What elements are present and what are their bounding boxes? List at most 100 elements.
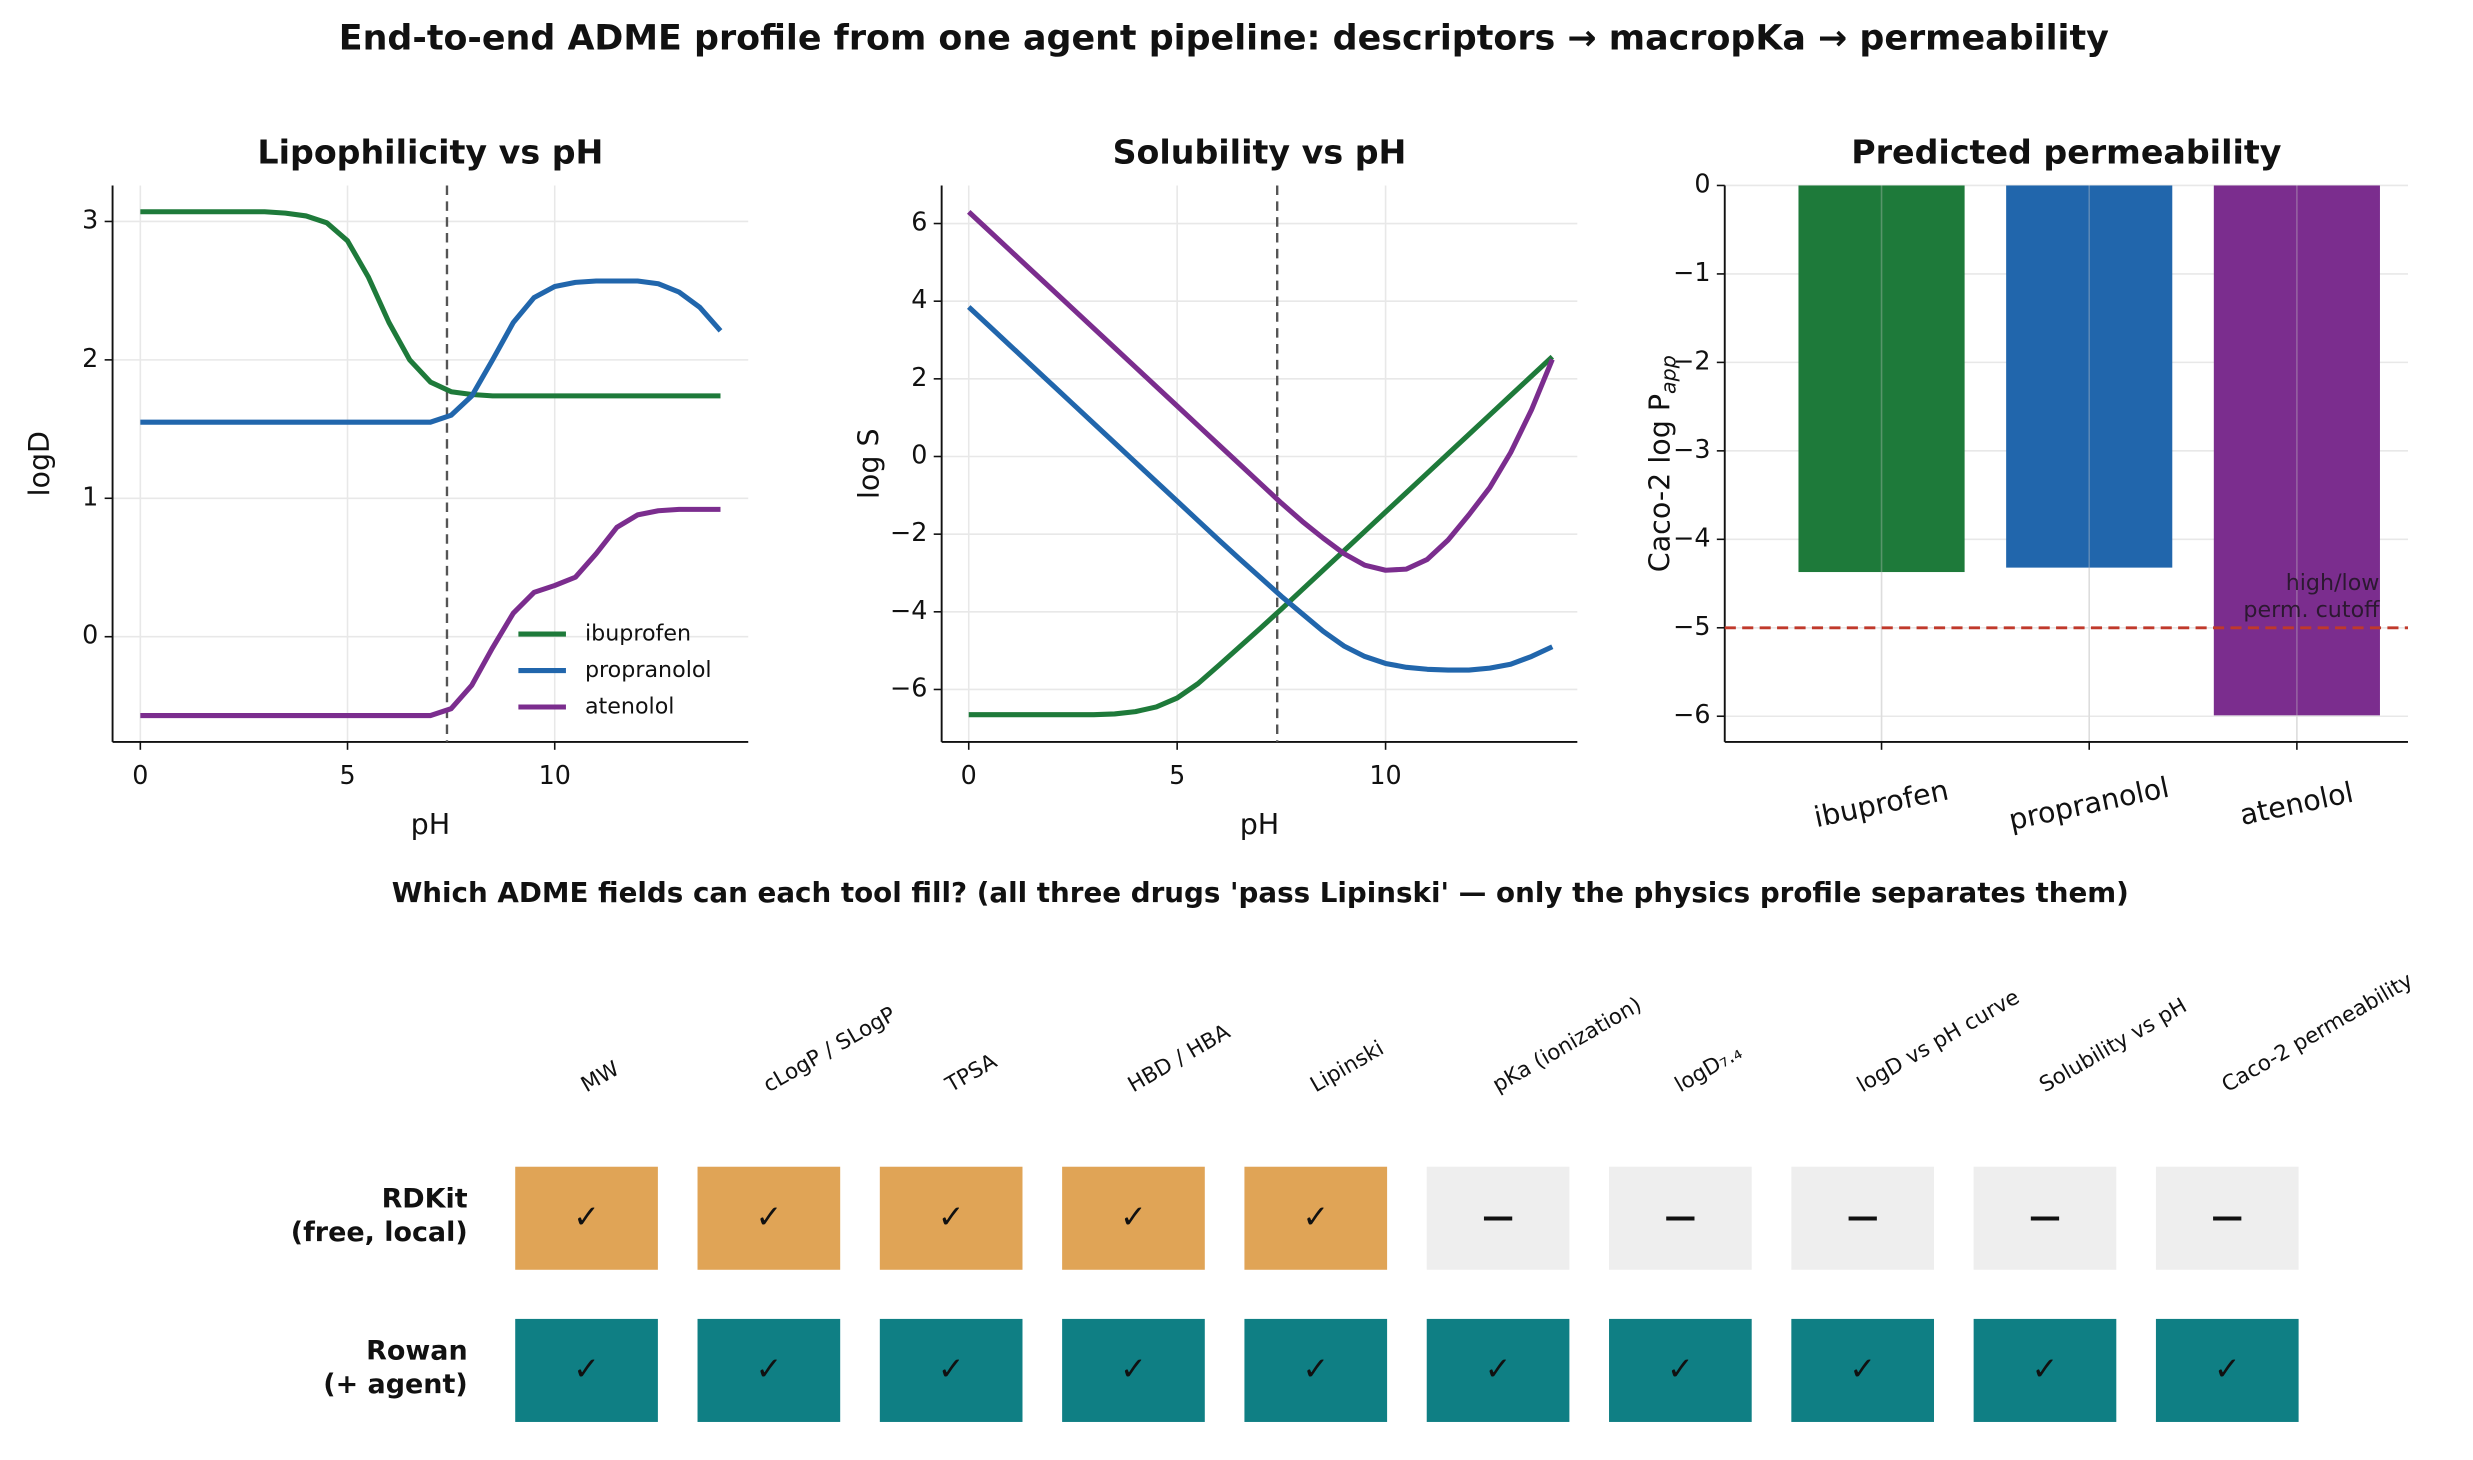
legend-label: atenolol xyxy=(585,694,675,720)
y-tick-label: −2 xyxy=(1673,345,1710,375)
x-tick-label: 0 xyxy=(132,760,148,790)
y-tick-label: −4 xyxy=(890,595,927,625)
x-axis-label: pH xyxy=(411,808,451,841)
column-label: HBD / HBA xyxy=(1124,1019,1235,1098)
table-cell xyxy=(1426,1166,1570,1270)
data-line xyxy=(967,210,1555,573)
y-tick-label: −3 xyxy=(1673,434,1710,464)
y-tick-label: 2 xyxy=(82,343,98,373)
y-axis-label: log S xyxy=(852,428,885,499)
bar xyxy=(1798,185,1965,573)
bar xyxy=(2006,185,2173,568)
x-tick-label: 5 xyxy=(1169,760,1185,790)
y-tick-label: 4 xyxy=(911,284,927,314)
table-cell xyxy=(1062,1318,1205,1422)
cell-symbol: ✓ xyxy=(573,1199,600,1235)
column-label: cLogP / SLogP xyxy=(759,1002,900,1098)
chart-title: Predicted permeability xyxy=(1851,132,2282,171)
chart-title: Solubility vs pH xyxy=(1113,132,1407,171)
cell-symbol: ✓ xyxy=(2214,1351,2241,1387)
cell-symbol: ✓ xyxy=(1667,1351,1694,1387)
table-cell xyxy=(1609,1166,1752,1270)
annotation: high/low xyxy=(2286,570,2380,596)
cell-symbol: — xyxy=(1847,1199,1879,1235)
data-line xyxy=(968,354,1555,718)
x-tick-label: ibuprofen xyxy=(1811,774,1951,835)
y-tick-label: 0 xyxy=(911,439,927,469)
table-cell xyxy=(1426,1318,1570,1422)
table-cell xyxy=(1973,1166,2117,1270)
cell-symbol: ✓ xyxy=(938,1351,965,1387)
table-cell xyxy=(515,1318,658,1422)
y-tick-label: −6 xyxy=(890,672,927,702)
x-axis-label: pH xyxy=(1240,808,1280,841)
y-tick-label: 1 xyxy=(82,481,98,511)
figure-title: End-to-end ADME profile from one agent p… xyxy=(339,19,2109,59)
legend-label: ibuprofen xyxy=(585,621,691,647)
cell-symbol: ✓ xyxy=(938,1199,965,1235)
cell-symbol: ✓ xyxy=(1302,1199,1329,1235)
table-cell xyxy=(1062,1166,1205,1270)
x-tick-label: 10 xyxy=(1369,760,1401,790)
column-label: TPSA xyxy=(941,1049,1002,1099)
table-cell xyxy=(2155,1166,2299,1270)
table-cell xyxy=(1791,1318,1935,1422)
row-label: Rowan xyxy=(366,1336,467,1367)
table-cell xyxy=(879,1318,1023,1422)
cell-symbol: — xyxy=(2029,1199,2061,1235)
x-tick-label: 5 xyxy=(339,760,355,790)
y-tick-label: −5 xyxy=(1673,611,1710,641)
cell-symbol: — xyxy=(1482,1199,1514,1235)
y-tick-label: 0 xyxy=(1694,168,1710,198)
y-axis-label: logD xyxy=(23,431,56,496)
column-label: Solubility vs pH xyxy=(2035,993,2191,1097)
cell-symbol: ✓ xyxy=(756,1351,783,1387)
cell-symbol: ✓ xyxy=(573,1351,600,1387)
row-label: RDKit xyxy=(382,1184,468,1215)
column-label: MW xyxy=(577,1056,624,1097)
cell-symbol: ✓ xyxy=(756,1199,783,1235)
annotation: perm. cutoff xyxy=(2243,597,2380,623)
x-tick-label: 10 xyxy=(539,760,571,790)
y-tick-label: 0 xyxy=(82,620,98,650)
table-cell xyxy=(1244,1166,1388,1270)
x-tick-label: 0 xyxy=(961,760,977,790)
chart-title: Lipophilicity vs pH xyxy=(257,132,603,171)
table-title: Which ADME fields can each tool fill? (a… xyxy=(392,876,2129,909)
legend-label: propranolol xyxy=(585,657,712,683)
y-tick-label: 6 xyxy=(911,207,927,237)
table-cell xyxy=(2155,1318,2299,1422)
y-tick-label: −2 xyxy=(890,517,927,547)
column-label: Caco-2 permeability xyxy=(2218,968,2418,1098)
y-tick-label: −6 xyxy=(1673,699,1710,729)
cell-symbol: ✓ xyxy=(1485,1351,1512,1387)
y-tick-label: 2 xyxy=(911,362,927,392)
table-cell xyxy=(1244,1318,1388,1422)
cell-symbol: — xyxy=(2211,1199,2243,1235)
y-tick-label: −1 xyxy=(1673,257,1710,287)
row-label: (free, local) xyxy=(291,1217,468,1248)
x-tick-label: atenolol xyxy=(2237,776,2356,832)
table-cell xyxy=(1973,1318,2117,1422)
y-tick-label: 3 xyxy=(82,204,98,234)
table-cell xyxy=(697,1166,841,1270)
cell-symbol: ✓ xyxy=(1120,1199,1147,1235)
cell-symbol: ✓ xyxy=(2032,1351,2059,1387)
cell-symbol: — xyxy=(1665,1199,1697,1235)
data-line xyxy=(967,305,1554,673)
cell-symbol: ✓ xyxy=(1120,1351,1147,1387)
table-cell xyxy=(697,1318,841,1422)
table-cell xyxy=(1791,1166,1935,1270)
y-axis-label-text: Caco-2 log P xyxy=(1643,394,1676,572)
table-cell xyxy=(879,1166,1023,1270)
column-label: logD₇.₄ xyxy=(1671,1040,1747,1098)
y-axis-label: Caco-2 log Papp xyxy=(1643,355,1680,572)
column-label: pKa (ionization) xyxy=(1488,992,1646,1097)
y-tick-label: −4 xyxy=(1673,522,1710,552)
y-axis-label-subscript: app xyxy=(1656,355,1680,394)
table-cell xyxy=(515,1166,658,1270)
data-line xyxy=(140,278,723,425)
cell-symbol: ✓ xyxy=(1302,1351,1329,1387)
x-tick-label: propranolol xyxy=(2006,771,2172,837)
